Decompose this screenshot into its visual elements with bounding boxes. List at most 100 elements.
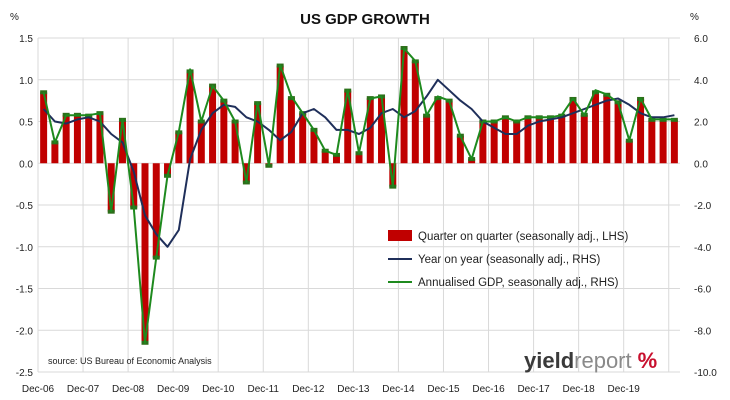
left-tick-label: -1.5 — [16, 285, 34, 296]
bar — [242, 163, 250, 183]
right-axis-ticks: 6.0 4.0 2.0 0.0 -2.0 -4.0 -6.0 -8.0 -10.0 — [694, 34, 717, 379]
bar — [96, 113, 104, 164]
bar — [670, 119, 678, 164]
bar — [85, 115, 93, 164]
right-tick-label: -8.0 — [694, 326, 712, 337]
bar-cap — [40, 90, 48, 95]
x-tick-label: Dec-13 — [337, 384, 370, 395]
bar-group — [51, 140, 59, 164]
bar — [569, 98, 577, 164]
bar — [130, 163, 138, 208]
bar-group — [513, 119, 521, 164]
bar-group — [254, 101, 262, 164]
bar — [378, 96, 386, 164]
yieldreport-logo: yieldreport% — [524, 348, 657, 373]
bar-group — [558, 113, 566, 164]
bar-group — [569, 96, 577, 164]
bar-group — [670, 117, 678, 164]
legend-label-yoy: Year on year (seasonally adj., RHS) — [418, 254, 601, 266]
left-tick-label: -2.5 — [16, 368, 34, 379]
right-tick-label: -10.0 — [694, 368, 717, 379]
line-year-on-year — [42, 78, 675, 248]
x-tick-label: Dec-06 — [22, 384, 55, 395]
x-tick-label: Dec-18 — [563, 384, 596, 395]
bar — [423, 115, 431, 164]
legend-label-bars: Quarter on quarter (seasonally adj., LHS… — [418, 231, 628, 243]
x-tick-label: Dec-15 — [427, 384, 460, 395]
bar — [592, 92, 600, 164]
bar — [625, 140, 633, 164]
x-tick-label: Dec-07 — [67, 384, 100, 395]
right-tick-label: 6.0 — [694, 34, 708, 45]
legend-swatch-bars — [388, 230, 412, 241]
bar — [603, 94, 611, 164]
bar — [51, 142, 59, 164]
bar — [231, 121, 239, 164]
right-axis-unit: % — [690, 12, 699, 23]
bar — [558, 115, 566, 164]
bar — [355, 153, 363, 164]
x-tick-label: Dec-09 — [157, 384, 190, 395]
right-tick-label: 2.0 — [694, 118, 708, 129]
left-tick-label: -1.0 — [16, 243, 34, 254]
bar-group — [434, 96, 442, 164]
bar — [637, 98, 645, 164]
bar — [321, 150, 329, 164]
bar — [456, 135, 464, 164]
bar — [186, 71, 194, 164]
svg-text:yieldreport%: yieldreport% — [524, 348, 657, 373]
bar-group — [378, 94, 386, 164]
x-tick-label: Dec-12 — [292, 384, 325, 395]
bar — [220, 100, 228, 164]
bar — [580, 114, 588, 164]
bar-group — [85, 113, 93, 164]
x-tick-label: Dec-19 — [608, 384, 641, 395]
left-tick-label: 1.0 — [19, 76, 33, 87]
left-tick-label: -0.5 — [16, 201, 34, 212]
legend-label-annualised: Annualised GDP, seasonally adj., RHS) — [418, 277, 619, 289]
right-tick-label: 0.0 — [694, 159, 708, 170]
bar — [535, 117, 543, 164]
left-tick-label: 0.0 — [19, 159, 33, 170]
bar — [209, 85, 217, 164]
bar — [299, 113, 307, 164]
chart-title: US GDP GROWTH — [300, 11, 430, 28]
source-note: source: US Bureau of Economic Analysis — [48, 356, 212, 366]
bar — [141, 163, 149, 343]
bar — [164, 163, 172, 176]
bar — [479, 121, 487, 164]
bar — [524, 117, 532, 164]
logo-text-report: report — [574, 348, 631, 373]
bar-group — [625, 138, 633, 164]
bar-group — [603, 92, 611, 164]
right-tick-label: -4.0 — [694, 243, 712, 254]
x-tick-label: Dec-11 — [248, 384, 280, 395]
line-annualised-gdp — [42, 47, 675, 344]
bar-group — [479, 119, 487, 164]
bar — [366, 98, 374, 164]
bar — [648, 119, 656, 164]
bar-group — [580, 112, 588, 164]
bar — [310, 129, 318, 164]
bar — [175, 132, 183, 164]
bar-group — [220, 98, 228, 164]
logo-text-yield: yield — [524, 348, 574, 373]
bar-group — [648, 117, 656, 164]
bar — [62, 114, 70, 164]
bar — [400, 48, 408, 164]
bar-series-quarter-on-quarter — [40, 46, 678, 345]
bar — [659, 119, 667, 164]
bar — [40, 92, 48, 164]
bar — [344, 90, 352, 164]
bar-group — [659, 117, 667, 164]
bar — [445, 100, 453, 164]
bar — [107, 163, 115, 212]
bar-group — [592, 90, 600, 164]
bar — [411, 61, 419, 164]
bar-group — [40, 90, 48, 164]
bar — [434, 98, 442, 164]
bar — [490, 121, 498, 164]
left-axis-ticks: 1.5 1.0 0.5 0.0 -0.5 -1.0 -1.5 -2.0 -2.5 — [16, 34, 34, 379]
left-tick-label: 0.5 — [19, 118, 33, 129]
